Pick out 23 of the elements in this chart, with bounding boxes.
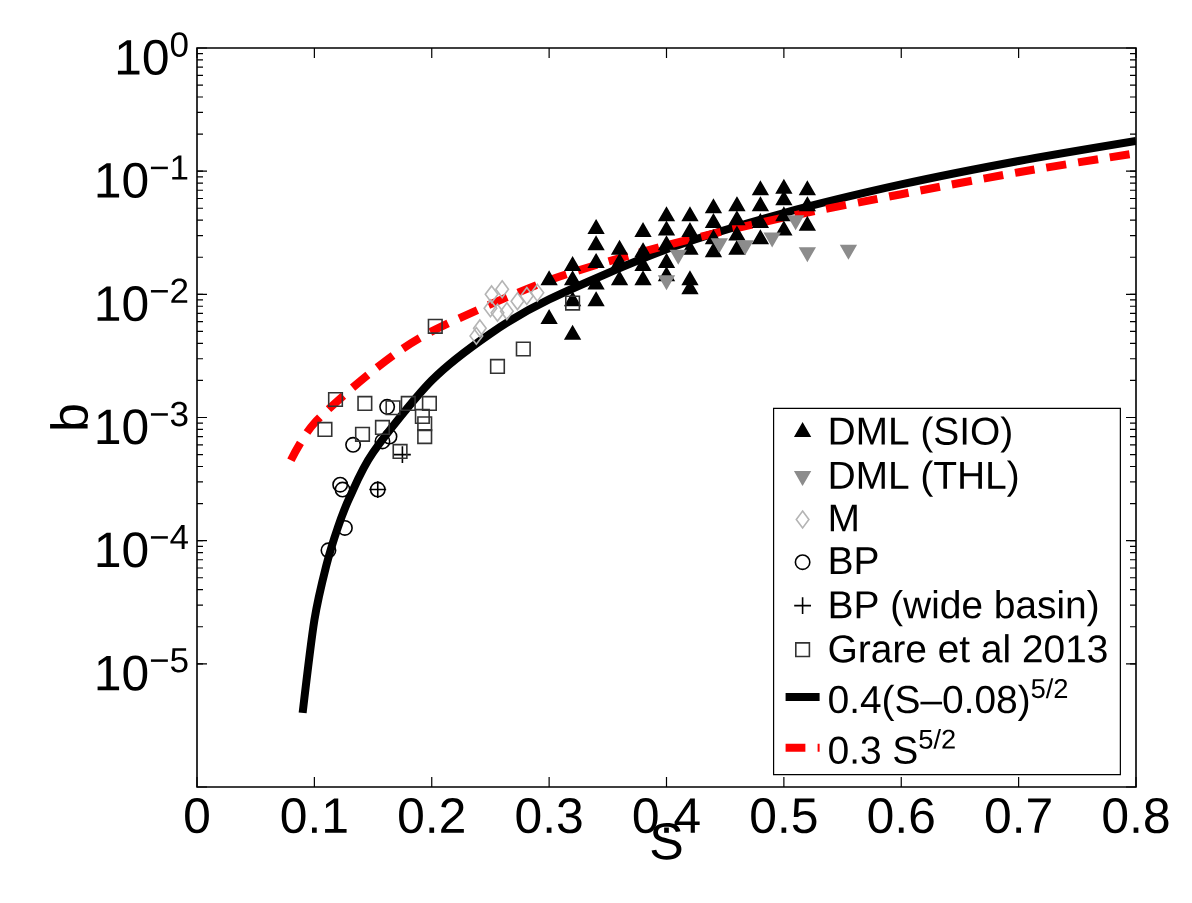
x-tick-label: 0.8: [1103, 798, 1169, 834]
x-tick-label: 0.1: [281, 798, 347, 834]
x-tick-label: 0.2: [399, 798, 464, 834]
legend-label: DML (SIO): [830, 416, 1011, 453]
y-axis-title: b: [50, 405, 89, 429]
x-tick-label: 0.5: [751, 798, 817, 834]
legend-label: DML (THL): [830, 460, 1018, 497]
y-tick-label: 10$^{−5}$: [97, 648, 188, 691]
x-tick-label: 0.7: [985, 798, 1051, 834]
legend-label: M: [830, 504, 857, 532]
x-tick-label: 0.6: [868, 798, 934, 834]
y-tick-label: 10$^{0}$: [117, 32, 188, 76]
x-tick-label: 0.3: [516, 798, 582, 834]
y-tick-label: 10$^{−1}$: [97, 155, 188, 199]
legend-label: BP: [830, 547, 878, 575]
y-tick-label: 10$^{−3}$: [97, 401, 188, 445]
x-tick-label: 0: [185, 798, 209, 834]
legend-label: 0.3 S$^{5/2}$: [829, 728, 955, 764]
legend-label: Grare et al 2013: [829, 634, 1107, 663]
legend-label: 0.4(S–0.08)$^{5/2}$: [829, 678, 1068, 721]
y-tick-label: 10$^{−4}$: [97, 525, 188, 568]
y-tick-label: 10$^{−2}$: [97, 278, 188, 322]
legend-label: BP (wide basin): [830, 590, 1098, 627]
